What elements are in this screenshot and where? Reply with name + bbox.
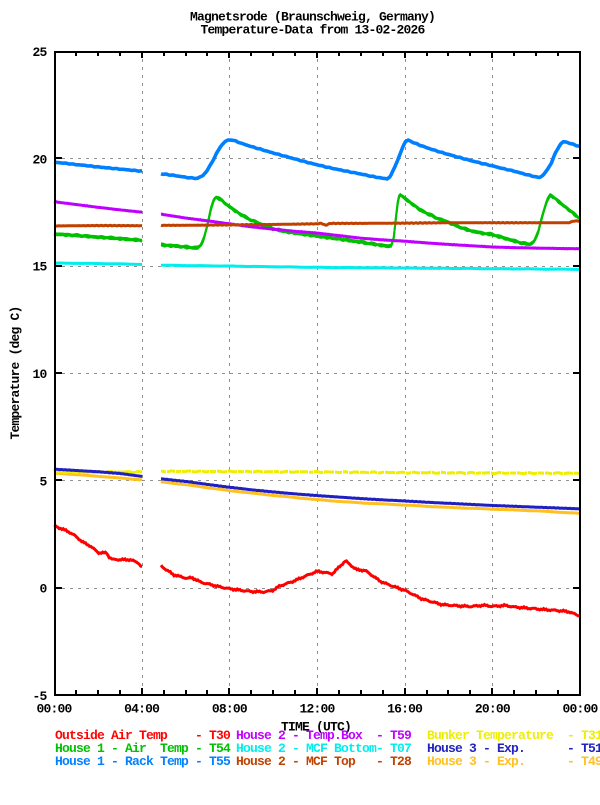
svg-text:-5: -5 <box>32 689 47 704</box>
svg-text:15: 15 <box>32 260 47 275</box>
svg-text:House 2 - Temp.Box - T59: House 2 - Temp.Box - T59 <box>236 728 412 743</box>
svg-text:TIME (UTC): TIME (UTC) <box>281 720 351 735</box>
svg-text:16:00: 16:00 <box>387 702 423 717</box>
svg-text:Temperature-Data from 13-02-20: Temperature-Data from 13-02-2026 <box>200 23 425 38</box>
svg-text:12:00: 12:00 <box>299 702 335 717</box>
svg-text:House 2 - MCF Bottom- T07: House 2 - MCF Bottom- T07 <box>236 741 411 756</box>
svg-text:25: 25 <box>32 45 47 60</box>
svg-text:House 1 - Rack Temp - T55: House 1 - Rack Temp - T55 <box>55 754 231 769</box>
svg-text:20:00: 20:00 <box>475 702 511 717</box>
svg-text:5: 5 <box>39 474 47 489</box>
svg-text:House 3 - Exp. - T51: House 3 - Exp. - T51 <box>427 741 600 756</box>
svg-text:House 1 - Air Temp - T54: House 1 - Air Temp - T54 <box>55 741 231 756</box>
svg-text:00:00: 00:00 <box>36 702 72 717</box>
svg-text:Bunker Temperature - T31: Bunker Temperature - T31 <box>427 728 600 743</box>
svg-text:08:00: 08:00 <box>212 702 248 717</box>
svg-text:House 2 - MCF Top - T28: House 2 - MCF Top - T28 <box>236 754 412 769</box>
svg-text:00:00: 00:00 <box>562 702 598 717</box>
svg-text:0: 0 <box>39 582 47 597</box>
svg-text:04:00: 04:00 <box>124 702 160 717</box>
svg-text:10: 10 <box>32 367 47 382</box>
svg-text:Temperature (deg C): Temperature (deg C) <box>8 306 23 439</box>
svg-text:Outside Air Temp - T30: Outside Air Temp - T30 <box>55 728 231 743</box>
svg-text:House 3 - Exp. - T49: House 3 - Exp. - T49 <box>427 754 600 769</box>
svg-text:Magnetsrode (Braunschweig, Ger: Magnetsrode (Braunschweig, Germany) <box>190 10 435 25</box>
svg-text:20: 20 <box>32 152 47 167</box>
